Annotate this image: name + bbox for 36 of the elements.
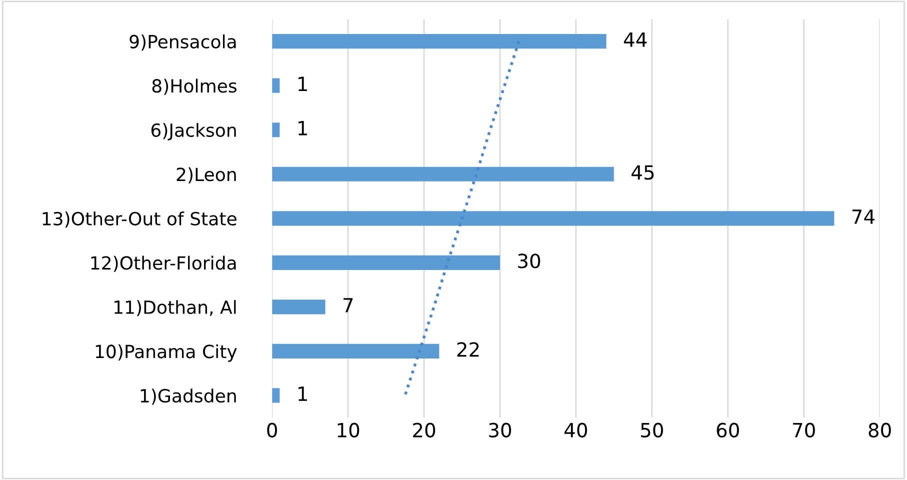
y-tick-label: 2)Leon	[176, 167, 236, 184]
x-tick-label: 20	[413, 422, 436, 438]
data-label: 44	[624, 32, 647, 47]
data-label: 1	[298, 386, 307, 401]
bar	[272, 211, 834, 226]
x-tick-label: 30	[489, 422, 512, 438]
x-tick-label: 0	[267, 422, 277, 438]
y-tick-label: 12)Other-Florida	[91, 256, 236, 272]
x-tick-label: 40	[564, 422, 588, 438]
y-tick-label: 10)Panama City	[96, 344, 237, 362]
data-label: 7	[344, 298, 353, 312]
x-tick-label: 60	[716, 422, 739, 438]
x-tick-label: 50	[641, 422, 663, 438]
y-tick-label: 6)Jackson	[151, 123, 236, 140]
bar	[272, 78, 280, 93]
bar	[272, 166, 614, 182]
data-label: 1	[298, 121, 307, 136]
y-tick-label: 9)Pensacola	[130, 34, 236, 51]
data-label: 22	[457, 342, 479, 357]
bar	[272, 300, 326, 314]
bar	[272, 34, 606, 49]
data-label: 45	[632, 165, 654, 180]
y-tick-label: 8)Holmes	[152, 78, 236, 95]
data-label: 1	[298, 76, 307, 91]
x-tick-label: 80	[868, 422, 891, 438]
x-tick-label: 10	[338, 422, 360, 438]
data-label: 30	[518, 254, 540, 268]
y-tick-label: 11)Dothan, Al	[114, 300, 236, 316]
bar	[272, 122, 280, 138]
bar	[272, 344, 440, 359]
bar	[272, 388, 280, 403]
y-tick-label: 1)Gadsden	[140, 388, 236, 405]
y-tick-label: 13)Other-Out of State	[42, 212, 236, 228]
x-tick-label: 70	[793, 422, 815, 438]
data-label: 74	[852, 210, 875, 224]
bar	[272, 255, 500, 270]
